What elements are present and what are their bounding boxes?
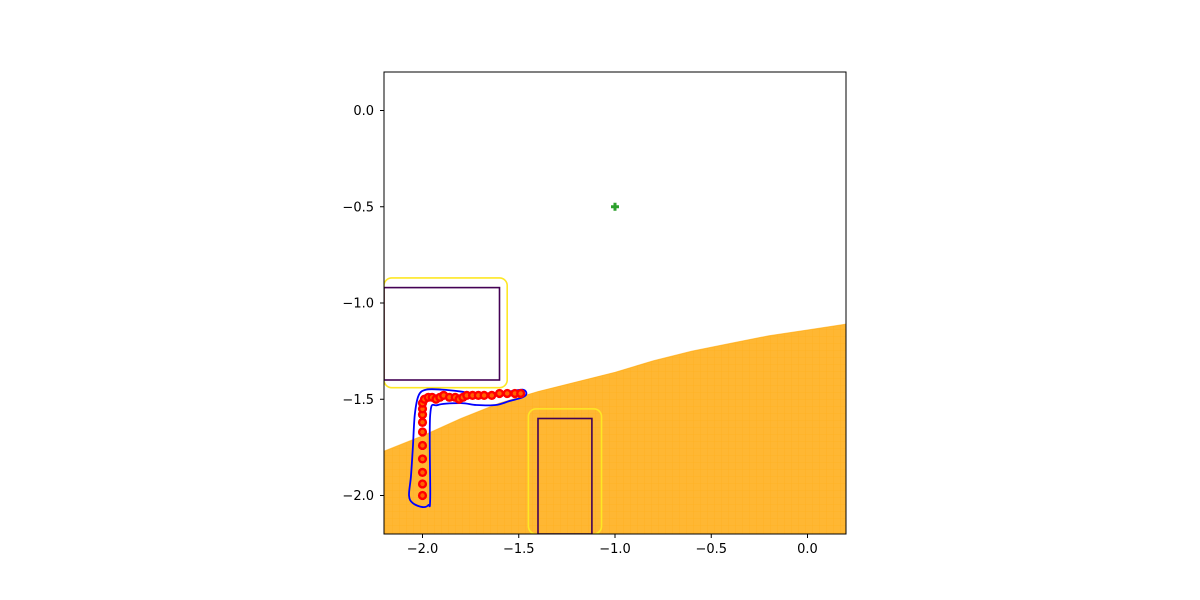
x-tick-label-2: −1.5 [503, 542, 535, 557]
trajectory-point-core-2 [420, 481, 425, 487]
y-axis: 0.0 −0.5 −1.0 −1.5 −2.0 [342, 104, 384, 504]
trajectory-point-core-3 [420, 470, 425, 475]
trajectory-point-core-29 [518, 391, 523, 396]
trajectory-point-core-1 [420, 493, 425, 498]
goal-marker [611, 202, 619, 211]
trajectory-point-core-7 [420, 420, 425, 425]
trajectory-point-core-28 [512, 391, 518, 396]
x-tick-label-3: −1.0 [599, 542, 631, 557]
trajectory-point-core-27 [505, 391, 510, 396]
y-tick-label-2: −0.5 [342, 200, 374, 215]
obstacle-1 [384, 286, 501, 381]
obstacle-2 [537, 417, 593, 534]
x-tick-label-1: −2.0 [407, 542, 439, 557]
trajectory-point-core-26 [497, 391, 502, 396]
y-tick-label-5: −2.0 [342, 489, 374, 504]
y-tick-label-1: 0.0 [353, 104, 374, 119]
trajectory-point-core-4 [420, 456, 425, 462]
y-tick-label-4: −1.5 [342, 393, 374, 408]
trajectory-point-core-8 [420, 412, 425, 417]
y-tick-label-3: −1.0 [342, 297, 374, 312]
trajectory-point-core-5 [420, 443, 425, 448]
trajectory-point-core-24 [481, 393, 487, 398]
trajectory-point-core-21 [464, 393, 469, 398]
x-axis: −2.0 −1.5 −1.0 −0.5 0.0 [407, 534, 818, 557]
x-tick-label-5: 0.0 [797, 542, 818, 557]
trajectory-point-core-25 [489, 393, 494, 398]
trajectory-point-core-16 [441, 393, 446, 398]
plot-area [384, 202, 846, 534]
x-tick-label-4: −0.5 [695, 542, 727, 557]
trajectory-point-core-9 [420, 406, 425, 412]
trajectory-point-core-22 [470, 393, 475, 398]
trajectory-point-core-23 [476, 393, 481, 398]
trajectory-point-core-6 [420, 429, 425, 435]
trajectory-point-core-17 [447, 395, 452, 400]
obstacle-margin-2 [527, 408, 603, 534]
obstacle-margin-1 [384, 277, 508, 389]
shaded-region [384, 323, 846, 534]
